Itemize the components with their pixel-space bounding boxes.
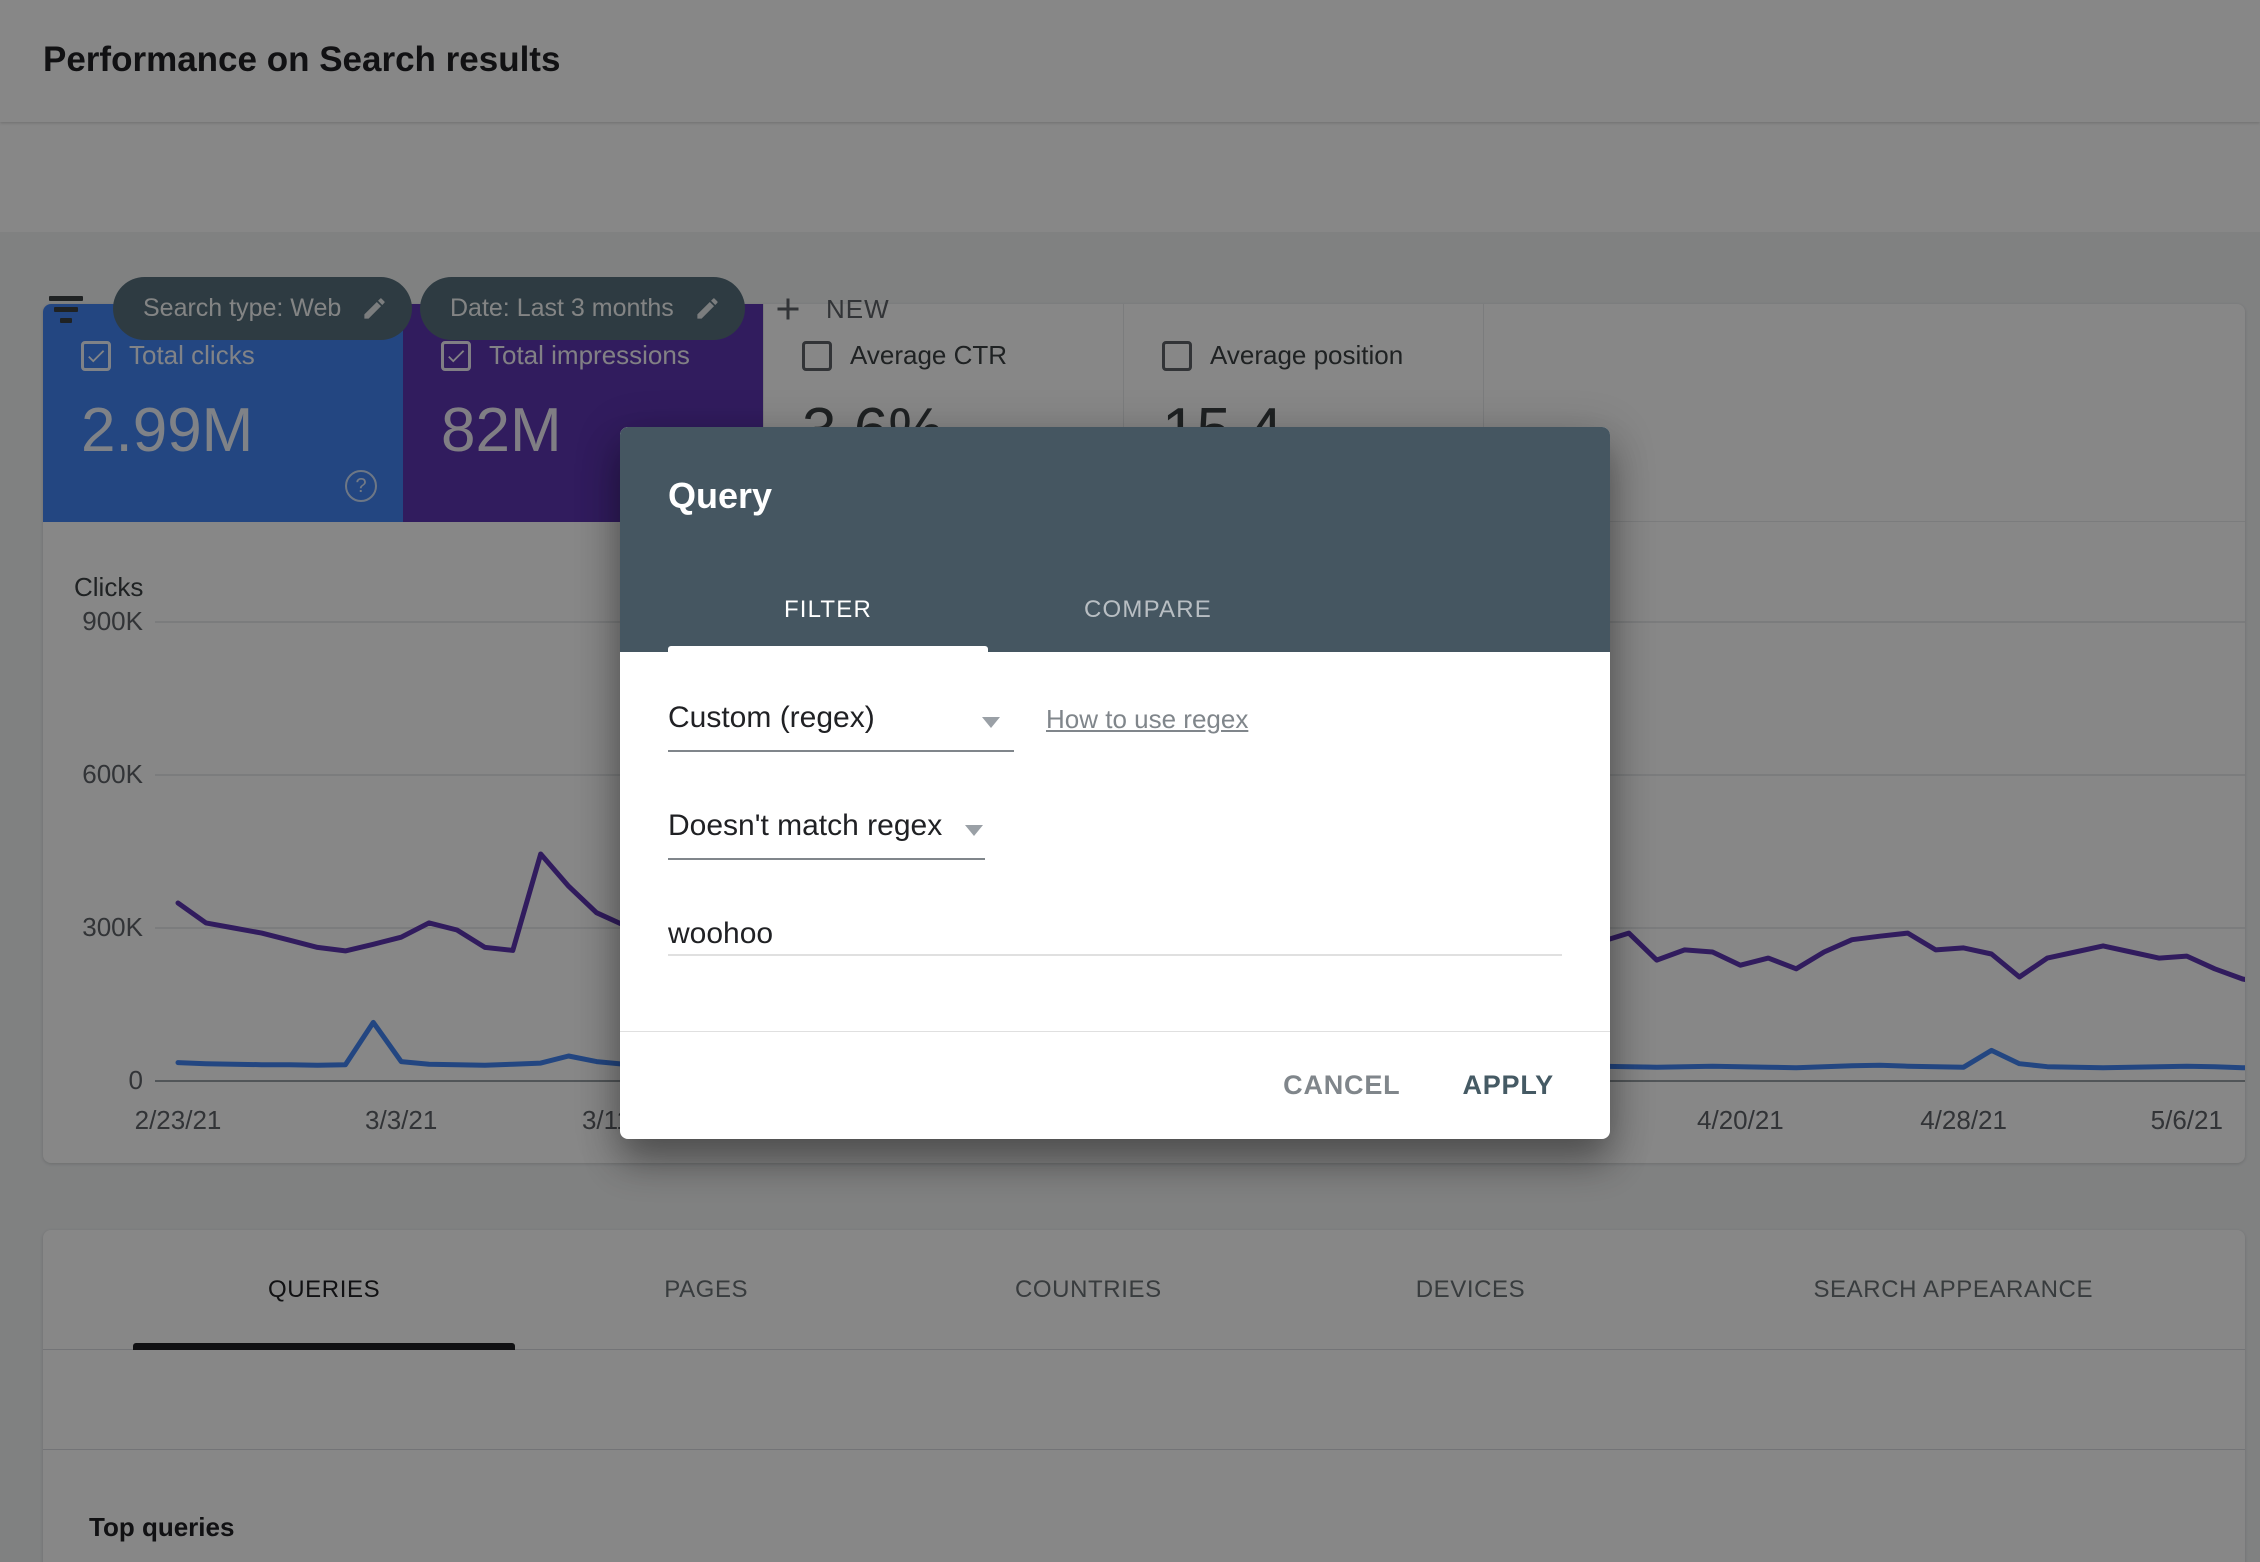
regex-help-link[interactable]: How to use regex	[1046, 704, 1249, 734]
cancel-button[interactable]: CANCEL	[1269, 1060, 1414, 1111]
unchecked-checkbox-icon[interactable]	[802, 340, 832, 371]
tab-pages[interactable]: PAGES	[664, 1276, 749, 1303]
unchecked-checkbox-icon[interactable]	[1162, 340, 1192, 371]
y-tick-label: 0	[128, 1065, 143, 1095]
tab-queries[interactable]: QUERIES	[133, 1230, 516, 1350]
app-header: Performance on Search results	[0, 0, 2260, 122]
x-tick-label: 5/6/21	[2150, 1105, 2223, 1135]
x-tick-label: 4/28/21	[1920, 1105, 2007, 1135]
dialog-tab-filter[interactable]: FILTER	[668, 567, 988, 652]
filter-type-select-value: Custom (regex)	[668, 701, 875, 734]
chevron-down-icon	[965, 825, 983, 836]
x-tick-label: 4/20/21	[1697, 1105, 1784, 1135]
metric-tiles-filler	[1483, 304, 2245, 521]
tab-countries[interactable]: COUNTRIES	[1014, 1276, 1162, 1303]
filter-bar: Search type: Web Date: Last 3 months NEW	[0, 122, 2260, 340]
metric-tile-total-clicks[interactable]: Total clicks 2.99M?	[43, 304, 403, 522]
help-icon[interactable]: ?	[345, 470, 377, 502]
query-filter-dialog: Query FILTER COMPARE Custom (regex) How t…	[620, 427, 1610, 1139]
edit-pencil-icon	[364, 298, 385, 319]
checked-checkbox-icon[interactable]	[81, 340, 111, 371]
table-header-row: Top queries	[43, 1450, 2245, 1562]
match-type-select-value: Doesn't match regex	[668, 809, 943, 842]
dialog-title: Query	[668, 475, 773, 516]
checked-checkbox-icon[interactable]	[441, 340, 471, 371]
tab-search-appearance[interactable]: SEARCH APPEARANCE	[1813, 1276, 2094, 1303]
match-type-select[interactable]: Doesn't match regex	[668, 807, 985, 860]
chart-y-axis-title: Clicks	[74, 572, 144, 602]
active-tab-indicator	[668, 646, 988, 652]
filter-list-icon[interactable]	[48, 292, 84, 328]
dialog-tab-compare[interactable]: COMPARE	[1084, 595, 1212, 623]
table-toolbar-row	[43, 1351, 2245, 1450]
plus-icon	[777, 298, 799, 320]
dimension-tabs-row: QUERIES PAGES COUNTRIES DEVICES SEARCH APPEA…	[43, 1230, 2245, 1350]
tab-devices[interactable]: DEVICES	[1415, 1276, 1526, 1303]
query-value-input[interactable]	[668, 914, 1562, 956]
dialog-tabs: FILTER COMPARE	[668, 567, 1308, 652]
top-queries-header: Top queries	[89, 1512, 235, 1542]
y-tick-label: 300K	[82, 912, 143, 942]
filter-type-select[interactable]: Custom (regex)	[668, 699, 1014, 752]
metric-tile-label: Total impressions	[489, 340, 690, 370]
dialog-footer: CANCEL APPLY	[620, 1031, 1610, 1139]
apply-button[interactable]: APPLY	[1448, 1060, 1568, 1111]
x-tick-label: 3/3/21	[365, 1105, 438, 1135]
search-type-chip-label: Search type: Web	[143, 294, 342, 322]
date-range-chip[interactable]: Date: Last 3 months	[420, 277, 745, 340]
dimensions-table-card: QUERIES PAGES COUNTRIES DEVICES SEARCH APPEA…	[43, 1230, 2245, 1562]
date-range-chip-label: Date: Last 3 months	[450, 294, 674, 322]
y-tick-label: 900K	[82, 606, 143, 636]
page-title: Performance on Search results	[43, 40, 561, 79]
new-filter-button[interactable]: NEW	[770, 280, 890, 338]
new-filter-button-label: NEW	[826, 293, 890, 324]
metric-tile-value: 82M	[441, 396, 562, 465]
x-tick-label: 2/23/21	[134, 1105, 222, 1135]
dialog-header: Query FILTER COMPARE	[620, 427, 1610, 652]
metric-tile-label: Total clicks	[129, 340, 255, 370]
edit-pencil-icon	[697, 298, 718, 319]
chevron-down-icon	[982, 717, 1000, 728]
active-tab-indicator	[133, 1343, 516, 1350]
metric-tile-label: Average position	[1210, 340, 1404, 370]
metric-tile-value: 2.99M	[81, 396, 254, 465]
search-type-chip[interactable]: Search type: Web	[113, 277, 413, 340]
metric-tile-label: Average CTR	[850, 340, 1008, 370]
y-tick-label: 600K	[82, 759, 143, 789]
